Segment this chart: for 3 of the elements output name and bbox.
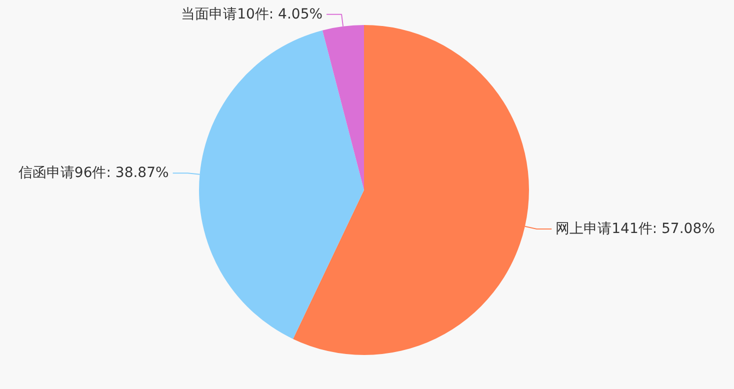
slice-label: 网上申请141件: 57.08% bbox=[556, 221, 715, 238]
slice-label: 信函申请96件: 38.87% bbox=[18, 165, 169, 182]
slice-label: 当面申请10件: 4.05% bbox=[181, 6, 323, 22]
